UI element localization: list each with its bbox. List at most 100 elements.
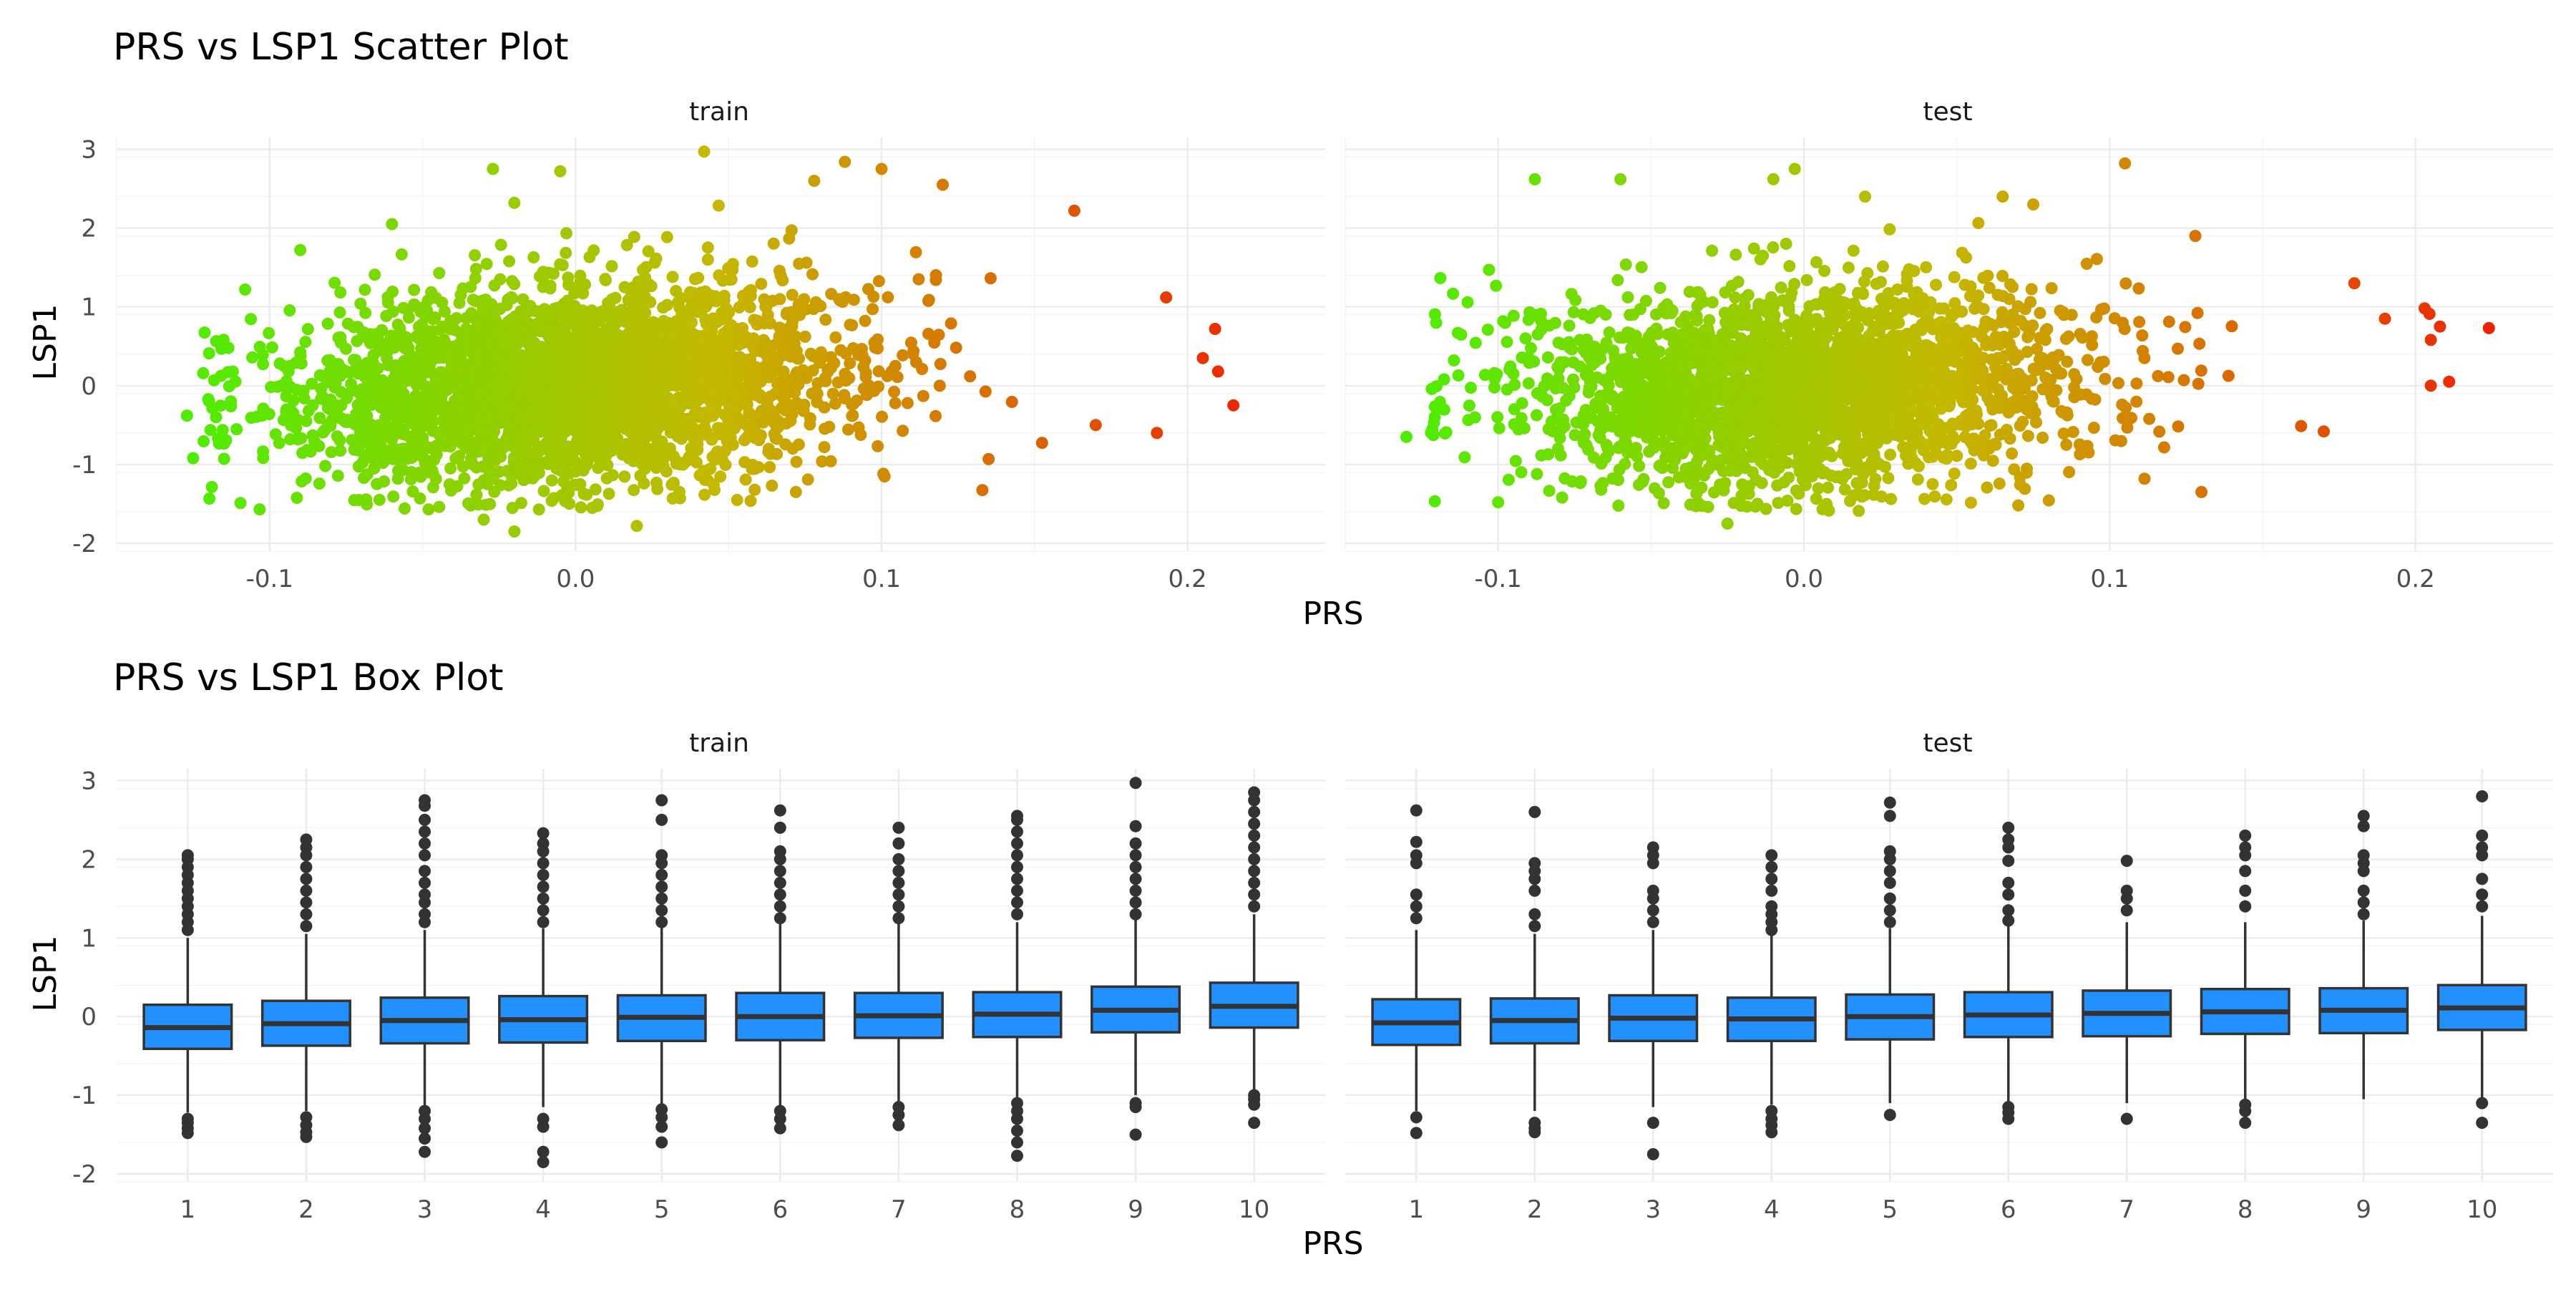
scatter-point [341,392,353,404]
scatter-point [423,503,435,515]
scatter-point [1429,495,1441,507]
scatter-point [667,492,679,505]
scatter-point [758,317,771,329]
scatter-point [420,385,432,397]
scatter-point [481,258,493,270]
scatter-point [2172,343,2184,355]
scatter-point [810,386,822,398]
scatter-point [1883,223,1896,235]
scatter-point [708,292,721,304]
scatter-point [294,244,306,256]
scatter-point [859,315,872,327]
scatter-point [2193,338,2205,350]
scatter-point [448,414,460,426]
scatter-point [322,402,334,414]
scatter-point [263,327,275,339]
scatter-point [494,273,507,286]
scatter-point [1447,288,1459,300]
scatter-point [399,502,411,515]
scatter-point [465,452,477,465]
scatter-point [819,423,831,435]
scatter-point [588,423,600,435]
scatter-point [844,319,856,331]
scatter-point [319,460,331,472]
scatter-point [2006,447,2018,460]
scatter-point [1470,337,1482,349]
scatter-point [976,484,988,496]
scatter-point [2295,420,2307,432]
scatter-point [382,339,394,351]
scatter-point [807,303,819,315]
scatter-point [649,379,661,391]
scatter-point [2192,307,2204,319]
scatter-point [670,457,683,470]
scatter-point [495,239,507,251]
scatter-point [1698,470,1710,482]
scatter-point [416,319,428,331]
scatter-point [1912,473,1924,485]
scatter-point [2143,413,2155,425]
scatter-point [450,452,462,465]
scatter-point [576,441,588,453]
scatter-point [2116,399,2128,411]
scatter-point [2098,356,2110,368]
scatter-point [506,275,518,287]
scatter-point [763,406,776,418]
scatter-point [763,461,776,473]
scatter-point [729,403,741,415]
scatter-point [197,435,210,447]
scatter-point [902,397,914,409]
scatter-point [847,398,859,410]
scatter-point [580,459,592,471]
scatter-point [424,366,436,379]
scatter-point [905,336,917,349]
scatter-point [1662,476,1674,488]
scatter-point [502,436,514,448]
scatter-point [616,440,628,452]
scatter-y-tick-label: 0 [81,372,97,401]
scatter-point [742,430,754,442]
scatter-point [373,379,385,391]
scatter-point [322,318,334,330]
scatter-point [917,390,930,402]
scatter-point [734,356,746,368]
scatter-point [713,200,725,212]
scatter-point [912,273,924,286]
scatter-point [382,359,394,371]
scatter-point [493,466,505,478]
scatter-point [645,280,658,292]
scatter-point [2136,329,2148,341]
scatter-point [702,241,714,253]
scatter-point [506,292,518,304]
scatter-point [1706,245,1718,257]
scatter-point [1780,238,1792,250]
scatter-point [704,371,716,383]
scatter-point [982,453,995,465]
scatter-point [638,477,650,490]
scatter-point [910,246,922,258]
scatter-point [930,274,942,286]
scatter-point [1525,342,1537,354]
scatter-point [1783,260,1795,272]
scatter-point [1861,417,1873,429]
scatter-point [863,379,875,392]
scatter-point [2130,377,2142,389]
scatter-point [751,369,763,381]
scatter-point [708,384,720,397]
scatter-point [521,400,533,412]
scatter-point [759,301,771,313]
scatter-point [341,416,353,428]
scatter-point [626,362,638,374]
scatter-point [382,296,394,309]
scatter-point [790,486,802,498]
scatter-point [733,301,746,314]
scatter-point [361,468,374,480]
scatter-point [472,478,484,490]
scatter-point [433,267,445,279]
scatter-point [618,470,630,482]
scatter-point [361,498,373,510]
scatter-point [623,378,635,390]
scatter-point [438,334,450,346]
scatter-point [1558,472,1571,485]
scatter-point [726,264,738,276]
